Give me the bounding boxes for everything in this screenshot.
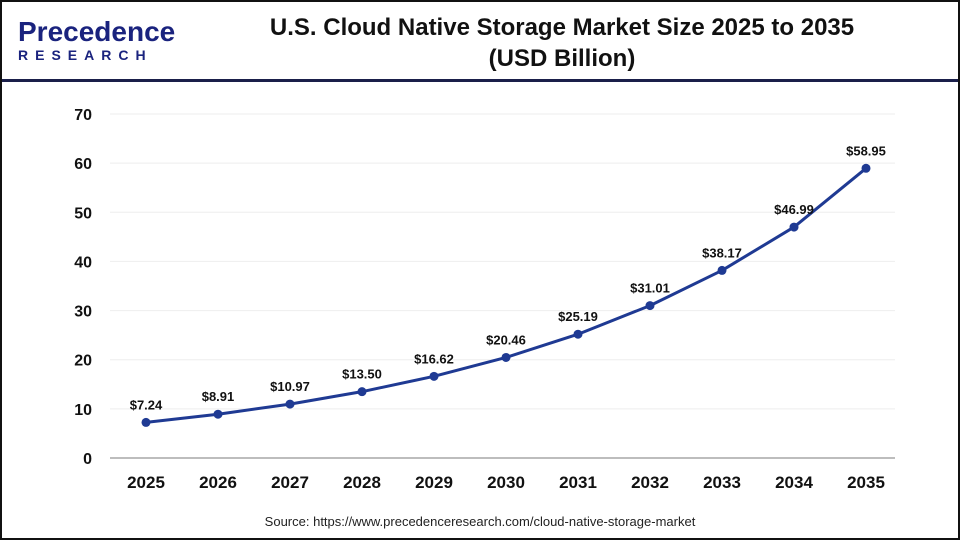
data-label: $20.46 [486,332,526,347]
x-tick-label: 2028 [343,473,381,492]
data-label: $46.99 [774,202,814,217]
data-label: $16.62 [414,351,454,366]
y-tick-label: 50 [74,205,92,222]
data-point [141,417,151,427]
data-label: $31.01 [630,281,670,296]
title-line-2: (USD Billion) [488,45,636,72]
data-label: $13.50 [342,367,382,382]
x-tick-label: 2031 [559,473,597,492]
x-tick-label: 2029 [415,473,453,492]
title-line-1: U.S. Cloud Native Storage Market Size 20… [269,14,855,41]
x-tick-label: 2025 [127,473,165,492]
data-point [573,329,583,339]
data-point [213,409,223,419]
x-tick-label: 2032 [631,473,669,492]
data-point [861,163,871,173]
header: Precedence RESEARCH U.S. Cloud Native St… [2,2,958,82]
y-tick-label: 30 [74,304,92,321]
y-tick-label: 70 [74,107,92,124]
x-tick-label: 2035 [847,473,885,492]
data-label: $7.24 [130,397,163,412]
y-tick-label: 60 [74,156,92,173]
y-tick-label: 20 [74,353,92,370]
data-point [285,399,295,409]
data-point [357,387,367,397]
data-point [717,265,727,275]
precedence-research-logo: Precedence RESEARCH [18,16,176,64]
x-tick-label: 2034 [775,473,813,492]
y-tick-label: 10 [74,402,92,419]
data-label: $25.19 [558,309,598,324]
logo-text: Precedence [18,16,176,47]
chart-title: U.S. Cloud Native Storage Market Size 20… [242,12,882,74]
data-point [789,222,799,232]
series-line [145,167,867,424]
logo-subtext: RESEARCH [18,47,153,63]
data-point [501,352,511,362]
y-tick-label: 40 [74,254,92,271]
x-tick-label: 2030 [487,473,525,492]
data-label: $8.91 [202,389,235,404]
data-point [645,301,655,311]
x-tick-label: 2027 [271,473,309,492]
x-tick-label: 2026 [199,473,237,492]
source-text: Source: https://www.precedenceresearch.c… [264,514,696,529]
data-label: $58.95 [846,143,886,158]
data-point [429,371,439,381]
y-tick-label: 0 [83,451,92,468]
data-label: $10.97 [270,379,310,394]
x-tick-label: 2033 [703,473,741,492]
data-label: $38.17 [702,245,742,260]
